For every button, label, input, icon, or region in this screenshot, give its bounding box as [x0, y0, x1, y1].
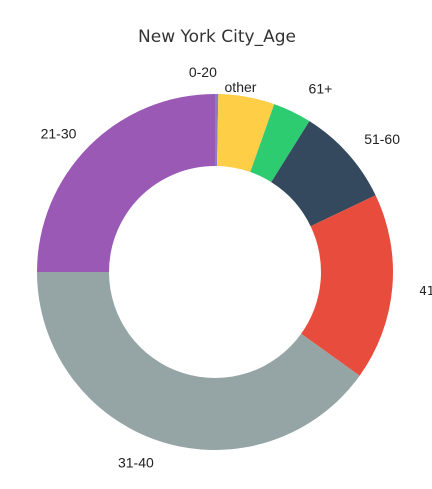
slice-label-41-50: 41-50	[419, 284, 432, 298]
slice-group	[37, 94, 393, 450]
slice-label-21-30: 21-30	[41, 125, 77, 141]
slice-label-31-40: 31-40	[118, 454, 154, 470]
slice-label-0-20: 0-20	[189, 64, 217, 80]
chart-title: New York City_Age	[138, 27, 296, 47]
slice-label-51-60: 51-60	[364, 131, 400, 147]
slice-label-61-: 61+	[309, 81, 333, 97]
slice-label-other: other	[225, 79, 257, 95]
slice-21-30	[37, 94, 215, 272]
slice-31-40	[37, 272, 360, 450]
